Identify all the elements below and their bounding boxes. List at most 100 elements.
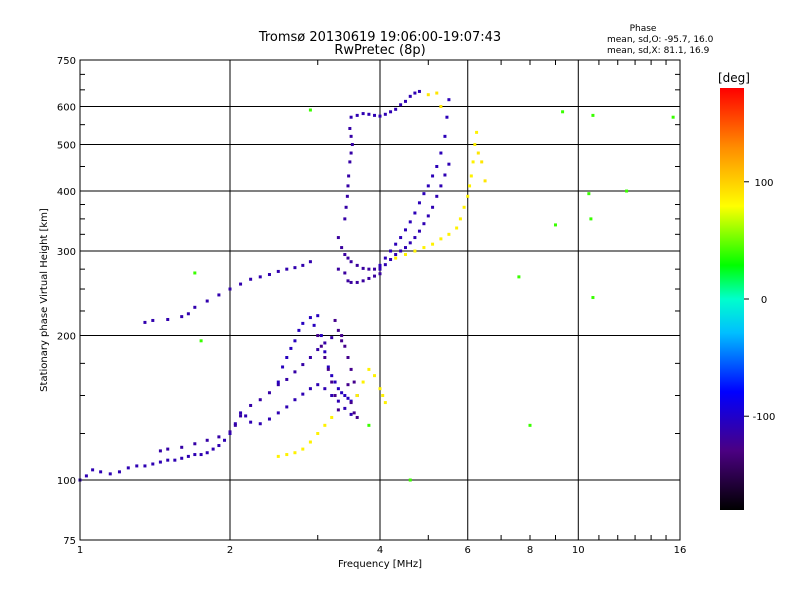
data-point [455, 226, 459, 230]
data-point [308, 316, 312, 320]
data-point [471, 160, 475, 164]
data-point [301, 321, 305, 325]
data-point [84, 474, 88, 478]
data-point [378, 272, 382, 276]
data-point [483, 179, 487, 183]
data-point [361, 279, 365, 283]
data-point [135, 464, 139, 468]
data-point [308, 440, 312, 444]
data-point [399, 249, 403, 253]
y-axis-label: Stationary phase Virtual Height [km] [39, 208, 50, 392]
data-point [293, 398, 297, 402]
data-point [443, 134, 447, 138]
data-point [373, 274, 377, 278]
data-point [403, 246, 407, 250]
data-point [348, 160, 352, 164]
data-point [319, 334, 323, 338]
data-point [439, 237, 443, 241]
data-point [340, 339, 344, 343]
phase-o-stats: mean, sd,O: -95.7, 16.0 [607, 35, 714, 45]
data-point [143, 320, 147, 324]
data-point [239, 411, 243, 415]
data-point [447, 162, 451, 166]
data-point [151, 318, 155, 322]
data-point [447, 98, 451, 102]
data-point [267, 391, 271, 395]
data-point [422, 192, 426, 196]
data-point [389, 249, 393, 253]
data-point [193, 453, 197, 457]
data-point [348, 126, 352, 130]
data-point [340, 334, 344, 338]
data-point [333, 318, 337, 322]
data-point [166, 317, 170, 321]
data-point [285, 377, 289, 381]
plot-frame [79, 59, 681, 541]
data-point [344, 205, 348, 209]
phase-stats-box: Phase mean, sd,O: -95.7, 16.0 mean, sd,X… [607, 24, 714, 56]
data-point [361, 112, 365, 116]
data-point [267, 273, 271, 277]
data-point [439, 151, 443, 155]
data-point [308, 387, 312, 391]
data-point [166, 447, 170, 451]
data-point [439, 184, 443, 188]
data-point [228, 430, 232, 434]
data-point [367, 276, 371, 280]
x-tick-label: 1 [77, 545, 83, 556]
y-tick-label: 200 [57, 332, 76, 343]
x-tick-label: 8 [527, 545, 533, 556]
data-point [408, 220, 412, 224]
y-tick-label: 100 [57, 476, 76, 487]
data-point [343, 394, 347, 398]
data-point [349, 115, 353, 119]
data-point [403, 228, 407, 232]
data-point [528, 423, 532, 427]
data-point [126, 466, 130, 470]
data-point [413, 249, 417, 253]
data-point [394, 256, 398, 260]
data-point [445, 115, 449, 119]
data-point [355, 280, 359, 284]
data-point [355, 263, 359, 267]
data-point [301, 447, 305, 451]
data-point [352, 380, 356, 384]
chart-title: Tromsø 20130619 19:06:00-19:07:43 [258, 30, 501, 45]
data-point [293, 451, 297, 455]
data-point [267, 417, 271, 421]
data-point [249, 277, 253, 281]
data-point [408, 478, 412, 482]
data-point [308, 260, 312, 264]
data-point [108, 472, 112, 476]
data-point [211, 447, 215, 451]
data-point [301, 263, 305, 267]
data-point [297, 328, 301, 332]
data-point [378, 267, 382, 271]
data-point [285, 356, 289, 359]
data-point [346, 356, 350, 359]
data-point [373, 113, 377, 117]
data-point [343, 253, 347, 257]
data-point [346, 184, 350, 188]
data-point [417, 229, 421, 233]
data-point [244, 414, 248, 418]
data-point [352, 411, 356, 415]
data-point [281, 365, 285, 369]
data-point [431, 205, 435, 209]
data-point [422, 246, 426, 250]
data-point [475, 130, 479, 134]
data-point [323, 341, 327, 345]
data-point [443, 173, 447, 177]
data-point [458, 217, 462, 221]
data-point [625, 189, 629, 193]
data-point [343, 271, 347, 275]
data-point [301, 392, 305, 396]
data-point [180, 456, 184, 460]
data-point [367, 112, 371, 116]
data-point [439, 105, 443, 109]
data-point [462, 205, 466, 209]
data-point [468, 184, 472, 188]
data-point [312, 323, 316, 327]
data-point [330, 394, 334, 398]
x-tick-label: 16 [674, 545, 687, 556]
